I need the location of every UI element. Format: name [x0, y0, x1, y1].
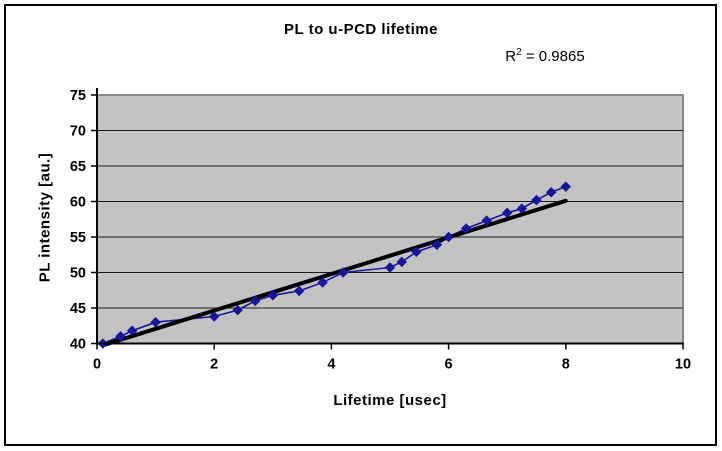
x-tick-label: 6: [445, 357, 453, 373]
data-point-marker: [411, 246, 422, 258]
r-squared-prefix: R: [505, 48, 517, 65]
x-axis-title: Lifetime [usec]: [333, 392, 447, 409]
y-tick-label: 55: [70, 230, 86, 246]
y-tick-label: 75: [70, 88, 86, 104]
x-tick-label: 2: [210, 357, 218, 373]
data-point-marker: [267, 289, 279, 301]
chart-title: PL to u-PCD lifetime: [284, 21, 438, 38]
y-tick-label: 45: [70, 301, 86, 317]
y-tick-label: 70: [70, 124, 86, 140]
data-point-marker: [481, 215, 492, 226]
x-tick-label: 8: [562, 357, 570, 373]
data-point-marker: [293, 285, 305, 297]
data-point-marker: [208, 311, 220, 322]
data-point-marker: [384, 262, 396, 273]
data-point-marker: [249, 295, 261, 307]
x-tick-label: 4: [327, 357, 335, 373]
plot-background: [96, 94, 684, 345]
r-squared-exponent: 2: [516, 47, 522, 58]
y-tick-label: 50: [70, 266, 86, 282]
data-point-marker: [431, 239, 443, 251]
x-tick-label: 10: [675, 357, 691, 373]
y-axis-title: PL intensity [au.]: [36, 152, 54, 283]
r-squared-value: = 0.9865: [521, 48, 585, 65]
data-point-marker: [501, 207, 513, 219]
data-point-marker: [443, 231, 454, 243]
y-tick-label: 65: [70, 159, 86, 175]
data-point-marker: [115, 331, 126, 342]
data-point-marker: [396, 256, 407, 268]
r-squared-annotation: R2 = 0.9865: [455, 47, 635, 65]
data-point-marker: [460, 223, 472, 234]
data-point-marker: [317, 277, 328, 288]
data-point-marker: [150, 316, 161, 328]
data-point-marker: [337, 267, 349, 278]
trendline: [102, 198, 568, 347]
y-tick-label: 60: [70, 195, 86, 211]
y-tick-label: 40: [70, 337, 86, 353]
x-tick-label: 0: [93, 357, 101, 373]
